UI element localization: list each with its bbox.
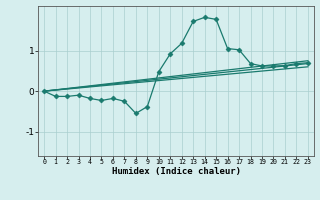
- X-axis label: Humidex (Indice chaleur): Humidex (Indice chaleur): [111, 167, 241, 176]
